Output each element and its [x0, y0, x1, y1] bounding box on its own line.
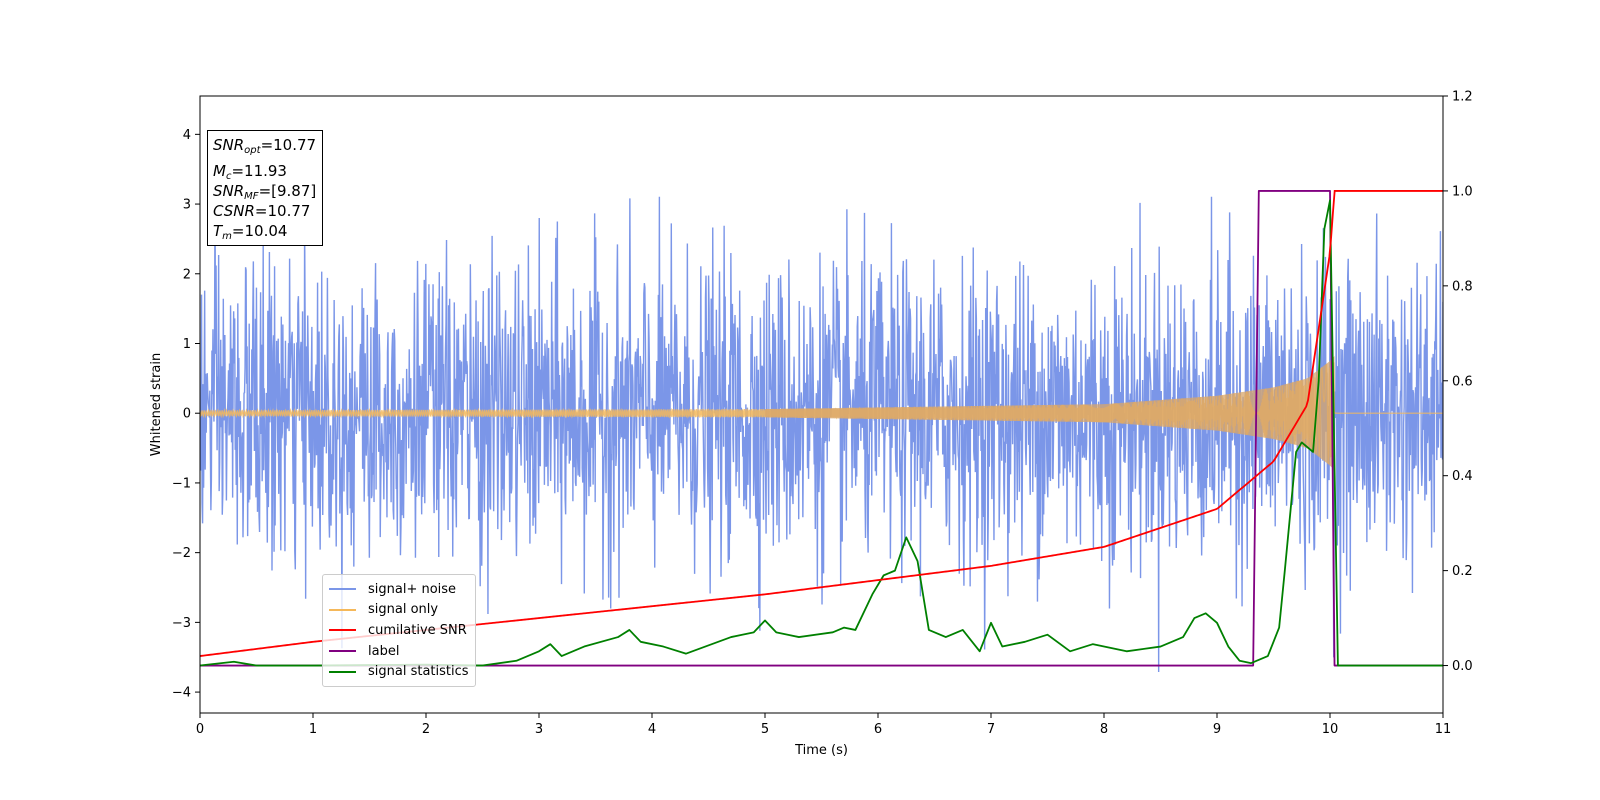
plot-frame: [199, 95, 1444, 714]
series-signal-only-envelope: [765, 356, 1335, 471]
info-box: SNRopt=10.77 Mc=11.93 SNRMF=[9.87] CSNR=…: [207, 130, 324, 246]
x-tick-label: 3: [535, 722, 543, 737]
y-tick-label: −1: [172, 476, 191, 491]
y2-tick-label: 0.6: [1452, 374, 1473, 389]
legend-item-signal-only: signal only: [329, 600, 469, 621]
x-tick-label: 9: [1213, 722, 1221, 737]
y2-tick-label: 0.0: [1452, 659, 1473, 674]
mc-row: Mc=11.93: [213, 162, 287, 182]
y-tick-label: 0: [183, 407, 191, 422]
legend-swatch: [329, 650, 356, 653]
y-tick-label: −3: [172, 616, 191, 631]
legend: signal+ noise signal only cumilative SNR…: [322, 574, 476, 687]
legend-label: signal+ noise: [368, 581, 457, 597]
y2-tick-label: 0.2: [1452, 564, 1473, 579]
x-tick-label: 10: [1322, 722, 1339, 737]
legend-item-signal-noise: signal+ noise: [329, 579, 469, 600]
y-tick-label: −4: [172, 686, 191, 701]
y2-tick-label: 1.2: [1452, 90, 1473, 105]
legend-label: signal statistics: [368, 664, 469, 680]
y-tick-label: 1: [183, 337, 191, 352]
y2-tick-label: 1.0: [1452, 184, 1473, 199]
x-tick-label: 4: [648, 722, 656, 737]
snr-opt-value: =10.77: [260, 136, 317, 154]
y-axis-label: Whitened strain: [149, 353, 164, 456]
y-tick-label: 4: [183, 128, 191, 143]
x-tick-label: 5: [761, 722, 769, 737]
y2-tick-label: 0.4: [1452, 469, 1473, 484]
tm-row: Tm=10.04: [213, 222, 288, 242]
series-signal-statistics: [200, 199, 1443, 667]
legend-swatch: [329, 608, 356, 611]
mc-value: =11.93: [231, 162, 287, 180]
x-tick-label: 2: [422, 722, 430, 737]
x-tick-label: 6: [874, 722, 882, 737]
y-tick-label: 2: [183, 267, 191, 282]
legend-swatch: [329, 588, 356, 591]
legend-label: cumilative SNR: [368, 622, 467, 638]
legend-swatch: [329, 670, 356, 673]
y-tick-label: −2: [172, 546, 191, 561]
x-tick-label: 1: [309, 722, 317, 737]
snr-opt-row: SNRopt=10.77: [213, 136, 317, 156]
x-axis-label: Time (s): [794, 743, 848, 758]
legend-label: signal only: [368, 602, 439, 618]
snr-mf-value: =[9.87]: [258, 182, 317, 200]
x-tick-label: 7: [987, 722, 995, 737]
legend-item-cumulative-snr: cumilative SNR: [329, 620, 469, 641]
legend-item-label: label: [329, 641, 469, 662]
legend-label: label: [368, 643, 400, 659]
csnr-value: =10.77: [254, 202, 311, 220]
csnr-row: CSNR=10.77: [213, 202, 311, 220]
y2-tick-label: 0.8: [1452, 279, 1473, 294]
snr-mf-row: SNRMF=[9.87]: [213, 182, 317, 202]
x-tick-label: 8: [1100, 722, 1108, 737]
tm-value: =10.04: [231, 222, 288, 240]
y-tick-label: 3: [183, 198, 191, 213]
legend-swatch: [329, 629, 356, 632]
x-tick-label: 0: [196, 722, 204, 737]
x-tick-label: 11: [1435, 722, 1452, 737]
legend-item-signal-statistics: signal statistics: [329, 661, 469, 682]
